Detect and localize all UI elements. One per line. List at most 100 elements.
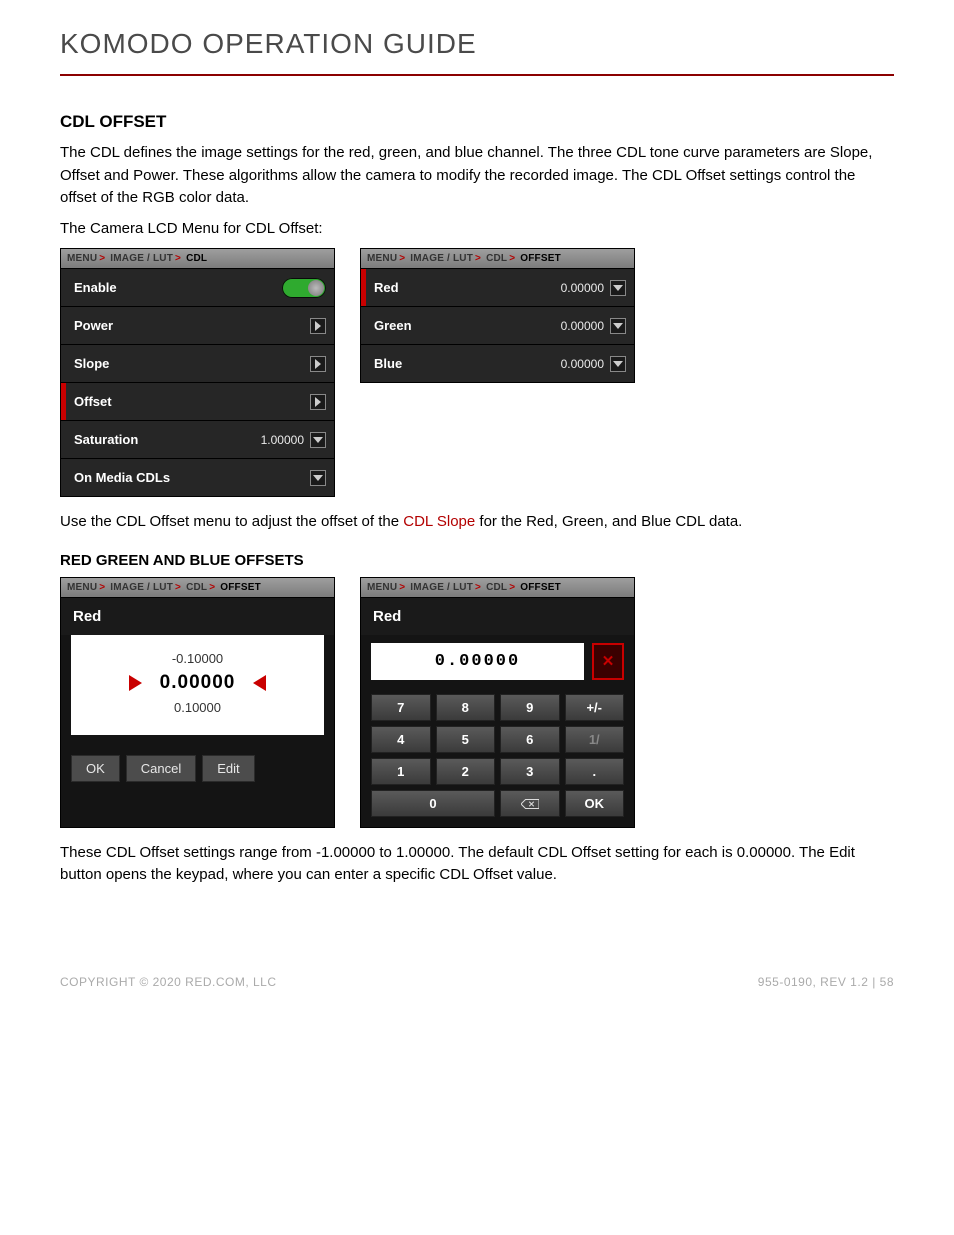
chevron-right-icon[interactable] xyxy=(310,318,326,334)
crumb[interactable]: CDL xyxy=(486,582,507,593)
spinner-next: 0.10000 xyxy=(71,700,324,715)
chevron-right-icon: > xyxy=(99,582,105,593)
menu-row-blue[interactable]: Blue 0.00000 xyxy=(361,344,634,382)
breadcrumb[interactable]: MENU> IMAGE / LUT> CDL> OFFSET xyxy=(361,249,634,268)
body-text: The CDL defines the image settings for t… xyxy=(60,142,894,210)
doc-title: KOMODO OPERATION GUIDE xyxy=(60,20,894,74)
body-text: The Camera LCD Menu for CDL Offset: xyxy=(60,218,894,241)
menu-row-offset[interactable]: Offset xyxy=(61,382,334,420)
chevron-right-icon: > xyxy=(175,582,181,593)
chevron-right-icon[interactable] xyxy=(310,356,326,372)
chevron-right-icon[interactable] xyxy=(310,394,326,410)
chevron-down-icon[interactable] xyxy=(310,470,326,486)
ok-button[interactable]: OK xyxy=(71,755,120,782)
row-value: 1.00000 xyxy=(261,433,304,447)
row-label: Enable xyxy=(74,280,117,295)
cdl-slope-link[interactable]: CDL Slope xyxy=(403,513,475,530)
lcd-offset-menu: MENU> IMAGE / LUT> CDL> OFFSET Red 0.000… xyxy=(360,248,635,383)
chevron-right-icon: > xyxy=(509,582,515,593)
subsection-heading: RED GREEN AND BLUE OFFSETS xyxy=(60,552,894,569)
breadcrumb[interactable]: MENU> IMAGE / LUT> CDL> OFFSET xyxy=(361,578,634,597)
footer-copyright: COPYRIGHT © 2020 RED.COM, LLC xyxy=(60,975,277,989)
keypad-display: 0.00000 xyxy=(371,643,584,680)
key-plus-minus[interactable]: +/- xyxy=(565,694,625,721)
row-value: 0.00000 xyxy=(561,319,604,333)
chevron-right-icon: > xyxy=(509,253,515,264)
edit-button[interactable]: Edit xyxy=(202,755,254,782)
row-label: Red xyxy=(374,280,399,295)
crumb[interactable]: MENU xyxy=(67,582,97,593)
body-text: These CDL Offset settings range from -1.… xyxy=(60,842,894,887)
menu-row-saturation[interactable]: Saturation 1.00000 xyxy=(61,420,334,458)
spinner-prev: -0.10000 xyxy=(71,651,324,666)
key-9[interactable]: 9 xyxy=(500,694,560,721)
arrow-right-icon[interactable] xyxy=(129,675,142,691)
crumb[interactable]: IMAGE / LUT xyxy=(110,582,173,593)
row-value: 0.00000 xyxy=(561,281,604,295)
key-0[interactable]: 0 xyxy=(371,790,495,817)
row-label: Green xyxy=(374,318,412,333)
close-icon[interactable]: ✕ xyxy=(592,643,624,680)
chevron-down-icon[interactable] xyxy=(610,318,626,334)
crumb[interactable]: MENU xyxy=(367,253,397,264)
chevron-right-icon: > xyxy=(175,253,181,264)
menu-row-green[interactable]: Green 0.00000 xyxy=(361,306,634,344)
crumb[interactable]: CDL xyxy=(186,582,207,593)
header-rule xyxy=(60,74,894,76)
chevron-down-icon[interactable] xyxy=(310,432,326,448)
cancel-button[interactable]: Cancel xyxy=(126,755,196,782)
chevron-right-icon: > xyxy=(399,582,405,593)
lcd-cdl-menu: MENU> IMAGE / LUT> CDL Enable Power Slop… xyxy=(60,248,335,497)
chevron-right-icon: > xyxy=(99,253,105,264)
body-text: Use the CDL Offset menu to adjust the of… xyxy=(60,511,894,534)
footer-docinfo: 955-0190, REV 1.2 | 58 xyxy=(758,975,894,989)
key-dot[interactable]: . xyxy=(565,758,625,785)
arrow-left-icon[interactable] xyxy=(253,675,266,691)
crumb-current: CDL xyxy=(186,253,207,264)
panel-title: Red xyxy=(361,597,634,635)
menu-row-red[interactable]: Red 0.00000 xyxy=(361,268,634,306)
menu-row-media-cdls[interactable]: On Media CDLs xyxy=(61,458,334,496)
key-5[interactable]: 5 xyxy=(436,726,496,753)
crumb-current: OFFSET xyxy=(520,582,561,593)
lcd-keypad: MENU> IMAGE / LUT> CDL> OFFSET Red 0.000… xyxy=(360,577,635,828)
crumb[interactable]: MENU xyxy=(67,253,97,264)
key-3[interactable]: 3 xyxy=(500,758,560,785)
crumb[interactable]: MENU xyxy=(367,582,397,593)
key-6[interactable]: 6 xyxy=(500,726,560,753)
chevron-down-icon[interactable] xyxy=(610,280,626,296)
row-value: 0.00000 xyxy=(561,357,604,371)
key-8[interactable]: 8 xyxy=(436,694,496,721)
key-backspace[interactable] xyxy=(500,790,560,817)
crumb[interactable]: IMAGE / LUT xyxy=(410,253,473,264)
key-1[interactable]: 1 xyxy=(371,758,431,785)
lcd-value-spinner: MENU> IMAGE / LUT> CDL> OFFSET Red -0.10… xyxy=(60,577,335,828)
menu-row-enable[interactable]: Enable xyxy=(61,268,334,306)
crumb[interactable]: IMAGE / LUT xyxy=(410,582,473,593)
breadcrumb[interactable]: MENU> IMAGE / LUT> CDL> OFFSET xyxy=(61,578,334,597)
key-2[interactable]: 2 xyxy=(436,758,496,785)
panel-title: Red xyxy=(61,597,334,635)
chevron-right-icon: > xyxy=(475,582,481,593)
menu-row-slope[interactable]: Slope xyxy=(61,344,334,382)
chevron-right-icon: > xyxy=(209,582,215,593)
row-label: Power xyxy=(74,318,113,333)
spinner-current: 0.00000 xyxy=(160,672,236,694)
row-label: Saturation xyxy=(74,432,138,447)
row-label: On Media CDLs xyxy=(74,470,170,485)
chevron-right-icon: > xyxy=(475,253,481,264)
crumb[interactable]: CDL xyxy=(486,253,507,264)
key-fraction[interactable]: 1/ xyxy=(565,726,625,753)
row-label: Offset xyxy=(74,394,112,409)
key-7[interactable]: 7 xyxy=(371,694,431,721)
key-4[interactable]: 4 xyxy=(371,726,431,753)
crumb[interactable]: IMAGE / LUT xyxy=(110,253,173,264)
crumb-current: OFFSET xyxy=(520,253,561,264)
key-ok[interactable]: OK xyxy=(565,790,625,817)
chevron-right-icon: > xyxy=(399,253,405,264)
row-label: Blue xyxy=(374,356,402,371)
toggle-on-icon[interactable] xyxy=(282,278,326,298)
breadcrumb[interactable]: MENU> IMAGE / LUT> CDL xyxy=(61,249,334,268)
menu-row-power[interactable]: Power xyxy=(61,306,334,344)
chevron-down-icon[interactable] xyxy=(610,356,626,372)
